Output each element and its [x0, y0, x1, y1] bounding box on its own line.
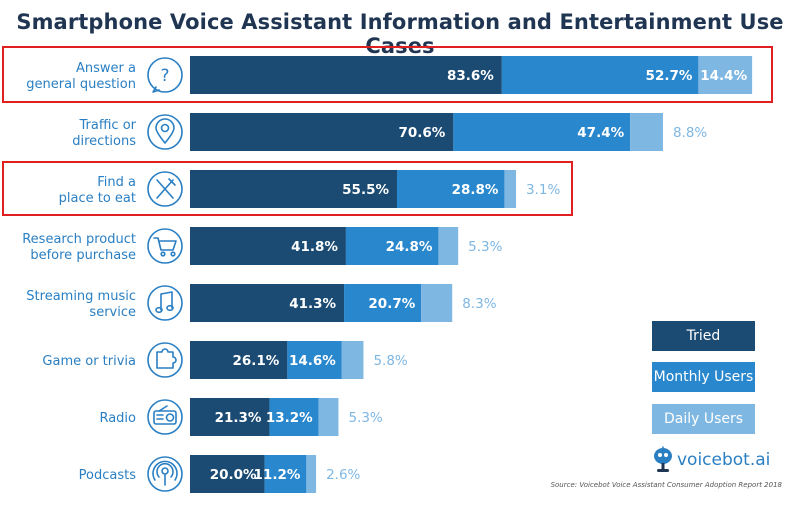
bar-tried	[190, 113, 454, 151]
data-label-tried: 70.6%	[398, 125, 445, 141]
category-label: Radio	[99, 411, 136, 426]
bar-daily	[306, 455, 317, 493]
legend-monthly-users: Monthly Users	[652, 362, 755, 392]
data-label-daily: 5.8%	[373, 353, 407, 369]
bar-daily	[318, 398, 339, 436]
category-label: Answer a general question	[26, 61, 136, 92]
data-label-daily: 2.6%	[326, 467, 360, 483]
bar-monthly	[501, 56, 699, 94]
data-label-monthly: 20.7%	[368, 296, 415, 312]
shopping-cart-icon	[147, 228, 183, 264]
bar-tried	[190, 284, 345, 322]
bar-tried	[190, 170, 398, 208]
category-label: Research product before purchase	[22, 232, 136, 263]
bar-monthly	[397, 170, 505, 208]
bar-daily	[630, 113, 663, 151]
data-label-tried: 21.3%	[215, 410, 262, 426]
location-pin-icon	[147, 114, 183, 150]
data-label-monthly: 52.7%	[646, 68, 693, 84]
data-label-monthly: 28.8%	[452, 182, 499, 198]
bar-monthly	[264, 455, 307, 493]
category-label: Game or trivia	[42, 354, 136, 369]
bar-tried	[190, 227, 346, 265]
data-label-monthly: 13.2%	[266, 410, 313, 426]
data-label-tried: 26.1%	[233, 353, 280, 369]
bar-monthly	[344, 284, 422, 322]
legend-daily-users: Daily Users	[652, 404, 755, 434]
bar-daily	[421, 284, 453, 322]
bar-daily	[698, 56, 753, 94]
bar-monthly	[453, 113, 631, 151]
data-label-daily: 8.3%	[462, 296, 496, 312]
question-bubble-icon: ?	[147, 57, 183, 93]
highlight-box-answer-question	[2, 46, 773, 103]
data-label-tried: 20.0%	[210, 467, 257, 483]
bar-monthly	[345, 227, 439, 265]
brand-name: voicebot.ai	[677, 450, 771, 470]
bar-daily	[341, 341, 364, 379]
bar-tried	[190, 341, 288, 379]
bar-tried	[190, 455, 265, 493]
bar-daily	[438, 227, 459, 265]
data-label-tried: 41.3%	[289, 296, 336, 312]
data-label-daily: 3.1%	[526, 182, 560, 198]
data-label-daily: 5.3%	[348, 410, 382, 426]
bar-monthly	[287, 341, 342, 379]
data-label-monthly: 24.8%	[386, 239, 433, 255]
bar-daily	[504, 170, 517, 208]
data-label-monthly: 14.6%	[289, 353, 336, 369]
puzzle-piece-icon	[147, 342, 183, 378]
data-label-daily: 5.3%	[468, 239, 502, 255]
robot-mascot-icon	[654, 446, 672, 472]
category-label: Streaming music service	[26, 289, 136, 320]
podcast-icon	[147, 456, 183, 492]
legend-tried: Tried	[652, 321, 755, 351]
bar-tried	[190, 398, 270, 436]
source-note: Source: Voicebot Voice Assistant Consume…	[550, 481, 782, 489]
music-note-icon	[147, 285, 183, 321]
utensils-icon	[147, 171, 183, 207]
category-label: Podcasts	[79, 468, 137, 483]
data-label-daily: 8.8%	[673, 125, 707, 141]
data-label-tried: 55.5%	[342, 182, 389, 198]
data-label-monthly: 47.4%	[577, 125, 624, 141]
data-label-tried: 83.6%	[447, 68, 494, 84]
highlight-box-find-place	[2, 161, 573, 216]
data-label-daily: 14.4%	[700, 68, 747, 84]
category-label: Traffic or directions	[72, 118, 136, 149]
radio-icon	[147, 399, 183, 435]
data-label-monthly: 11.2%	[254, 467, 301, 483]
category-label: Find a place to eat	[59, 175, 136, 206]
svg-text:?: ?	[160, 66, 169, 86]
brand-logo: voicebot.ai	[652, 446, 770, 474]
bar-monthly	[269, 398, 319, 436]
data-label-tried: 41.8%	[291, 239, 338, 255]
bar-tried	[190, 56, 502, 94]
